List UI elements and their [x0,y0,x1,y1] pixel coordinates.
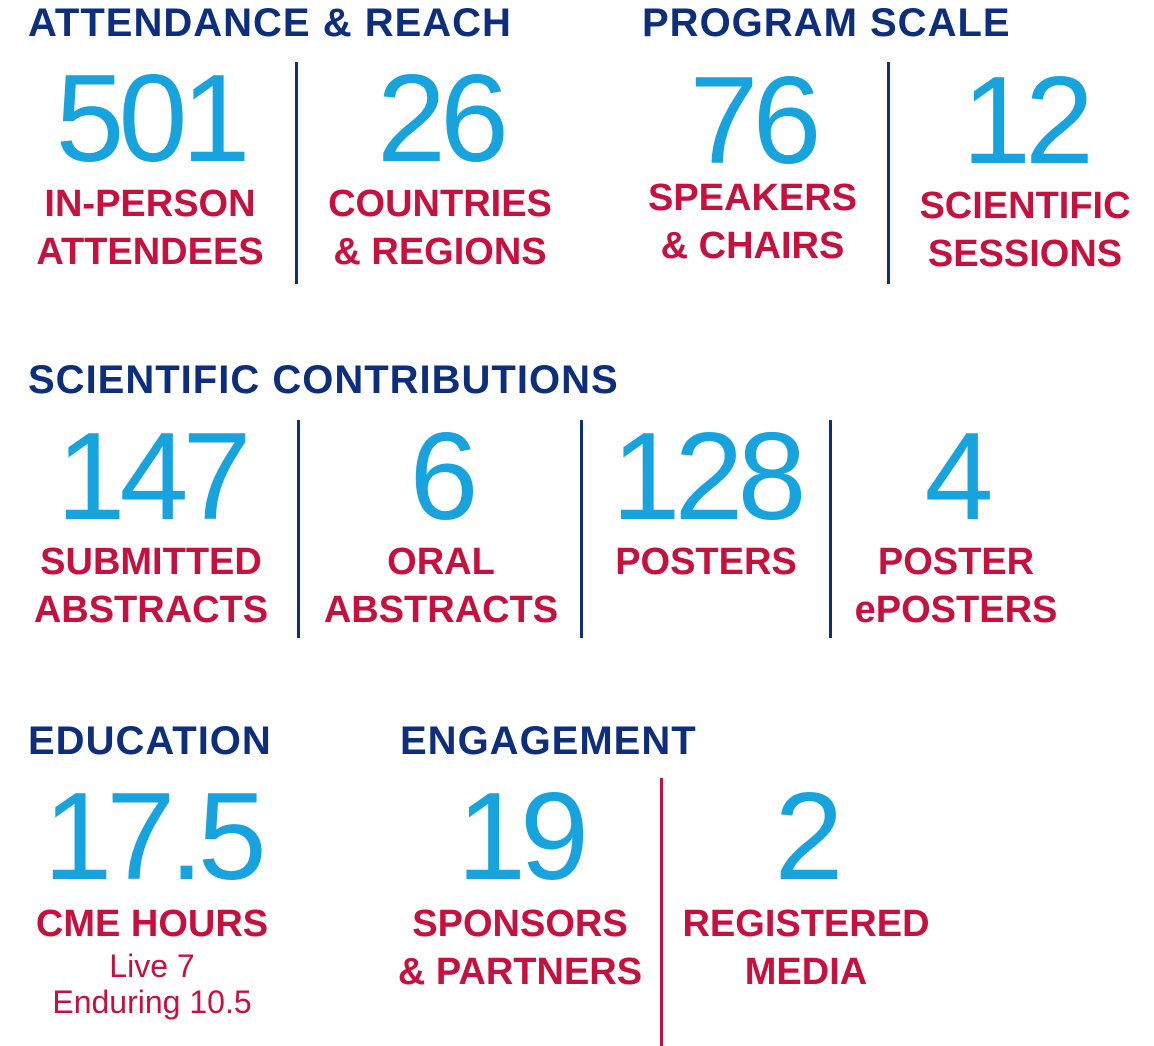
stat-value: 26 [377,50,509,188]
stat-label: ePOSTERS [854,589,1058,631]
divider [829,420,832,638]
stat-value: 19 [457,768,589,906]
stat-label: & REGIONS [333,231,547,273]
section-heading-education: EDUCATION [28,719,272,763]
section-heading-engagement: ENGAGEMENT [400,719,697,763]
stat-label: SESSIONS [927,233,1123,275]
stat-value: 501 [55,50,251,188]
divider [295,62,298,284]
stat-value: 147 [56,408,252,546]
stat-label: CME HOURS [35,903,269,945]
stat-registered-media: 2 REGISTERED MEDIA [675,768,937,996]
stat-value: 128 [611,408,807,546]
stat-posters: 128 POSTERS [590,408,822,586]
divider [580,420,583,638]
divider [660,778,663,1046]
stat-label: IN-PERSON [44,183,256,225]
stat-submitted-abstracts: 147 SUBMITTED ABSTRACTS [20,408,282,634]
section-heading-attendance: ATTENDANCE & REACH [28,1,512,45]
stat-label: & CHAIRS [660,225,845,267]
stat-value: 12 [962,52,1094,190]
stat-label: SPEAKERS [647,177,858,219]
section-heading-contributions: SCIENTIFIC CONTRIBUTIONS [28,358,619,402]
stat-value: 17.5 [43,768,266,906]
stat-countries-regions: 26 COUNTRIES & REGIONS [310,50,570,276]
stat-label: COUNTRIES [328,183,552,225]
stat-label: ABSTRACTS [33,589,269,631]
stat-label: ATTENDEES [36,231,264,273]
stat-sublabel: Enduring 10.5 [52,984,252,1020]
stat-label: ABSTRACTS [323,589,559,631]
stat-oral-abstracts: 6 ORAL ABSTRACTS [312,408,570,634]
stat-scientific-sessions: 12 SCIENTIFIC SESSIONS [905,52,1145,278]
stat-label: REGISTERED [682,903,930,945]
stat-value: 2 [774,768,844,906]
stat-value: 4 [924,408,994,546]
divider [887,62,890,284]
stat-label: SCIENTIFIC [919,185,1131,227]
stat-label: POSTERS [615,541,797,583]
stat-cme-hours: 17.5 CME HOURS Live 7 Enduring 10.5 [20,768,284,1020]
stat-speakers-chairs: 76 SPEAKERS & CHAIRS [630,52,875,270]
stat-in-person-attendees: 501 IN-PERSON ATTENDEES [20,50,280,276]
stat-value: 76 [689,52,822,190]
stat-label: ORAL [387,541,495,583]
section-heading-program: PROGRAM SCALE [642,1,1011,45]
stat-eposters: 4 POSTER ePOSTERS [840,408,1072,634]
stat-label: & PARTNERS [397,951,643,993]
divider [297,420,300,638]
stat-label: POSTER [877,541,1035,583]
stat-sublabel: Live 7 [109,948,195,984]
stat-sponsors-partners: 19 SPONSORS & PARTNERS [390,768,650,996]
stat-value: 6 [409,408,479,546]
stat-label: SUBMITTED [40,541,262,583]
stat-label: SPONSORS [412,903,628,945]
stat-label: MEDIA [744,951,868,993]
